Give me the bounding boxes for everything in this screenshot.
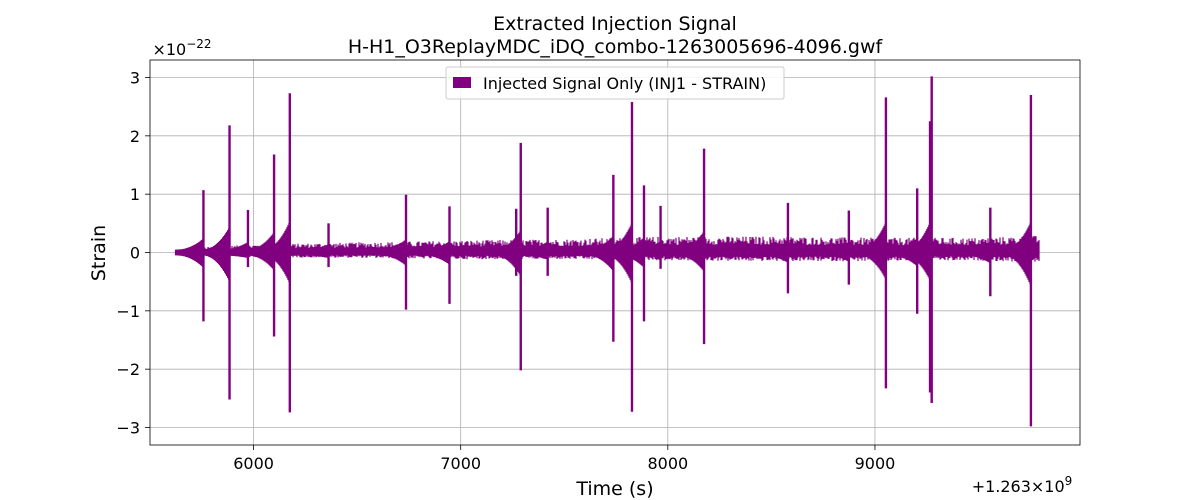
- x-tick-label: 8000: [647, 454, 688, 473]
- x-axis-label: Time (s): [575, 478, 653, 500]
- spike-chirp: [219, 242, 248, 258]
- y-scale-exponent: −22: [186, 37, 211, 51]
- y-tick-label: 0: [130, 244, 140, 263]
- spike-chirp: [961, 242, 990, 263]
- spike-chirp: [174, 239, 203, 267]
- spike-chirp: [492, 231, 521, 275]
- legend-swatch: [453, 77, 471, 88]
- spike-chirp: [1002, 223, 1031, 285]
- y-scale-label: ×10−22: [152, 37, 211, 59]
- series-layer: [174, 76, 1040, 427]
- y-tick-label: −2: [116, 360, 140, 379]
- chart-subtitle: H-H1_O3ReplayMDC_iDQ_combo-1263005696-40…: [348, 36, 884, 58]
- spike-chirp: [820, 242, 849, 261]
- x-tick-label: 9000: [855, 454, 896, 473]
- tick-layer: 6000 7000 8000 9000 −3 −2 −1 0 1 2 3: [116, 69, 895, 474]
- spike-chirp: [261, 223, 290, 282]
- x-offset-label: +1.263×109: [972, 474, 1073, 496]
- spike-chirp: [759, 241, 788, 263]
- spike-chirp: [300, 244, 328, 258]
- legend-label: Injected Signal Only (INJ1 - STRAIN): [483, 74, 766, 93]
- y-tick-label: 1: [130, 185, 140, 204]
- spike-chirp: [377, 240, 406, 265]
- legend: Injected Signal Only (INJ1 - STRAIN): [445, 66, 785, 100]
- y-axis-label: Strain: [88, 225, 110, 281]
- spike-chirp: [675, 232, 704, 271]
- x-offset-exponent: 9: [1065, 474, 1073, 488]
- chart-title: Extracted Injection Signal: [493, 13, 737, 35]
- x-tick-label: 6000: [233, 454, 274, 473]
- y-tick-label: 3: [130, 69, 140, 88]
- y-tick-label: −3: [116, 419, 140, 438]
- legend-box: [445, 66, 785, 100]
- spike-chirp: [421, 241, 449, 264]
- y-tick-label: 2: [130, 127, 140, 146]
- spike-chirp: [903, 220, 932, 281]
- y-tick-label: −1: [116, 302, 140, 321]
- spike-chirp: [519, 242, 548, 260]
- spike-chirp: [632, 241, 661, 259]
- x-tick-label: 7000: [440, 454, 481, 473]
- spike-chirp: [857, 223, 886, 278]
